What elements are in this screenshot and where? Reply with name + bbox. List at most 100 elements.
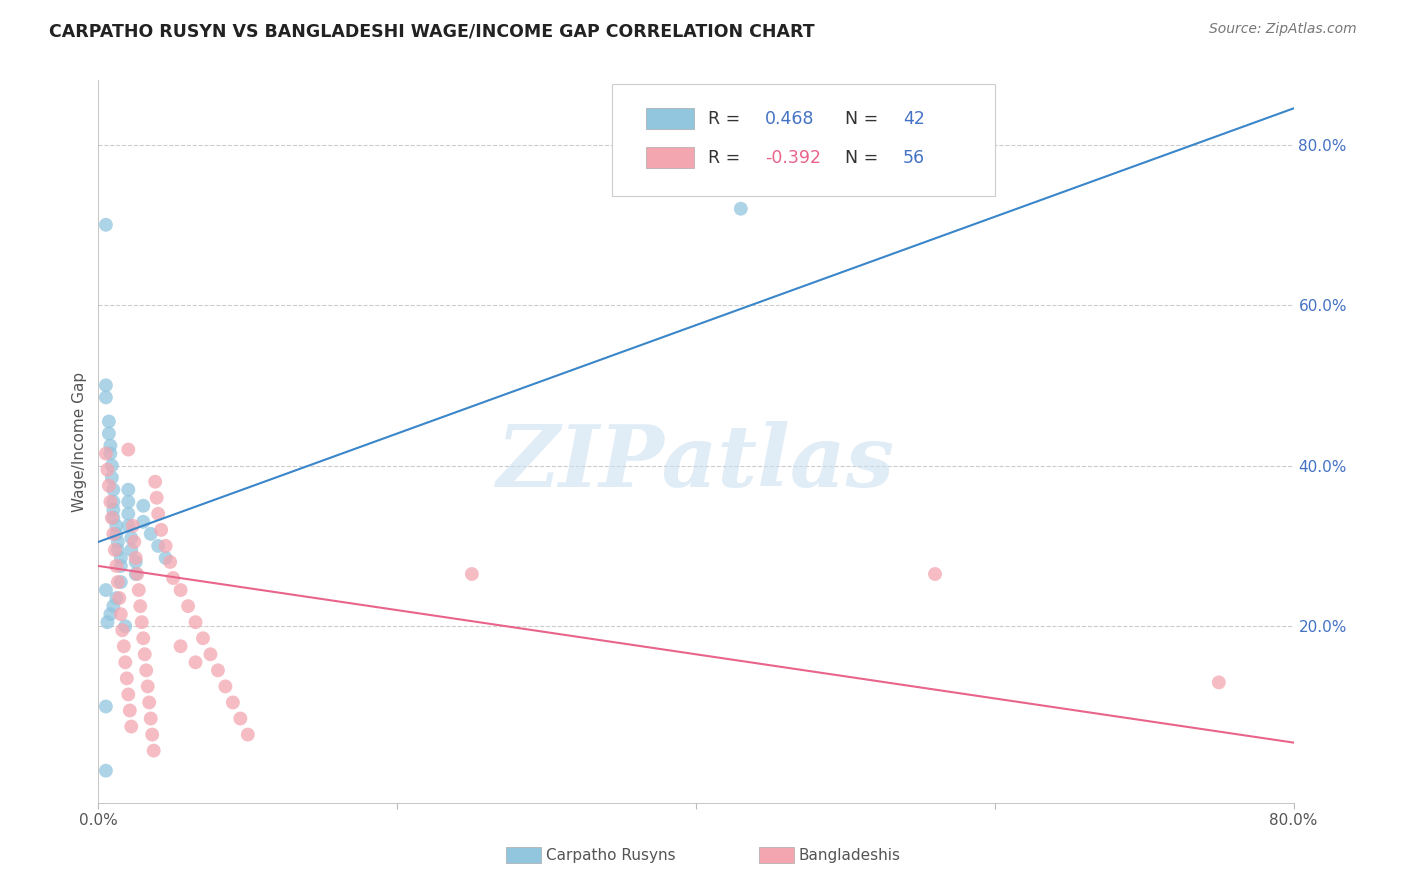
Point <box>730 202 752 216</box>
Point <box>110 574 132 589</box>
Point <box>101 458 124 473</box>
Point <box>200 648 222 662</box>
Point <box>94 218 117 232</box>
Point <box>114 619 136 633</box>
Point <box>111 623 134 637</box>
Point <box>114 655 136 669</box>
Point <box>117 494 139 508</box>
FancyBboxPatch shape <box>645 109 693 128</box>
Text: Bangladeshis: Bangladeshis <box>799 848 901 863</box>
Point <box>103 502 125 516</box>
Point <box>120 542 142 557</box>
Point <box>145 491 167 505</box>
Point <box>120 719 142 733</box>
Point <box>97 414 120 428</box>
Point <box>461 567 484 582</box>
Point <box>103 483 125 497</box>
Point <box>101 470 124 484</box>
Point <box>103 510 125 524</box>
Point <box>120 531 142 545</box>
Point <box>105 518 128 533</box>
Point <box>98 607 122 621</box>
Point <box>143 475 166 489</box>
Text: R =: R = <box>709 149 745 167</box>
Point <box>107 534 129 549</box>
Point <box>107 574 129 589</box>
Point <box>110 607 132 621</box>
Point <box>124 534 146 549</box>
Point <box>125 555 148 569</box>
Point <box>236 728 259 742</box>
Point <box>129 599 152 614</box>
Point <box>105 526 128 541</box>
Point <box>139 526 162 541</box>
Point <box>110 551 132 566</box>
Point <box>97 478 120 492</box>
Point <box>117 507 139 521</box>
Text: N =: N = <box>845 149 884 167</box>
Point <box>148 539 170 553</box>
Point <box>135 664 157 678</box>
Point <box>222 696 245 710</box>
Point <box>207 664 229 678</box>
Point <box>127 567 149 582</box>
Point <box>169 583 191 598</box>
Point <box>105 591 128 606</box>
Text: 42: 42 <box>903 110 925 128</box>
Point <box>98 446 122 460</box>
Y-axis label: Wage/Income Gap: Wage/Income Gap <box>72 371 87 512</box>
Point <box>115 671 138 685</box>
Text: Source: ZipAtlas.com: Source: ZipAtlas.com <box>1209 22 1357 37</box>
Point <box>131 615 153 630</box>
Point <box>96 462 118 476</box>
Point <box>94 378 117 392</box>
Point <box>132 499 155 513</box>
Point <box>125 551 148 566</box>
Point <box>101 510 124 524</box>
Point <box>96 615 118 630</box>
FancyBboxPatch shape <box>613 84 995 196</box>
Point <box>1208 675 1230 690</box>
Point <box>94 391 117 405</box>
Point <box>132 632 155 646</box>
Point <box>134 648 156 662</box>
Point <box>94 699 117 714</box>
Point <box>112 639 135 653</box>
Point <box>141 728 163 742</box>
Point <box>184 655 207 669</box>
Point <box>94 764 117 778</box>
Point <box>136 680 159 694</box>
Point <box>117 483 139 497</box>
Point <box>191 632 214 646</box>
Point <box>148 507 170 521</box>
Point <box>117 442 139 457</box>
Text: Carpatho Rusyns: Carpatho Rusyns <box>546 848 675 863</box>
Text: R =: R = <box>709 110 745 128</box>
Text: -0.392: -0.392 <box>765 149 821 167</box>
Point <box>125 567 148 582</box>
Point <box>155 551 177 566</box>
Point <box>117 518 139 533</box>
Point <box>110 558 132 573</box>
Point <box>177 599 200 614</box>
Point <box>924 567 946 582</box>
Point <box>138 696 160 710</box>
Point <box>214 680 236 694</box>
Point <box>105 558 128 573</box>
Point <box>103 526 125 541</box>
Point <box>94 583 117 598</box>
Point <box>94 446 117 460</box>
Point <box>118 703 141 717</box>
Point <box>162 571 184 585</box>
Point <box>121 518 143 533</box>
Point <box>229 712 252 726</box>
Text: CARPATHO RUSYN VS BANGLADESHI WAGE/INCOME GAP CORRELATION CHART: CARPATHO RUSYN VS BANGLADESHI WAGE/INCOM… <box>49 22 815 40</box>
Text: ZIPatlas: ZIPatlas <box>496 421 896 505</box>
Point <box>103 599 125 614</box>
Point <box>117 687 139 701</box>
Point <box>139 712 162 726</box>
Point <box>104 542 127 557</box>
Point <box>169 639 191 653</box>
Point <box>132 515 155 529</box>
Point <box>103 494 125 508</box>
